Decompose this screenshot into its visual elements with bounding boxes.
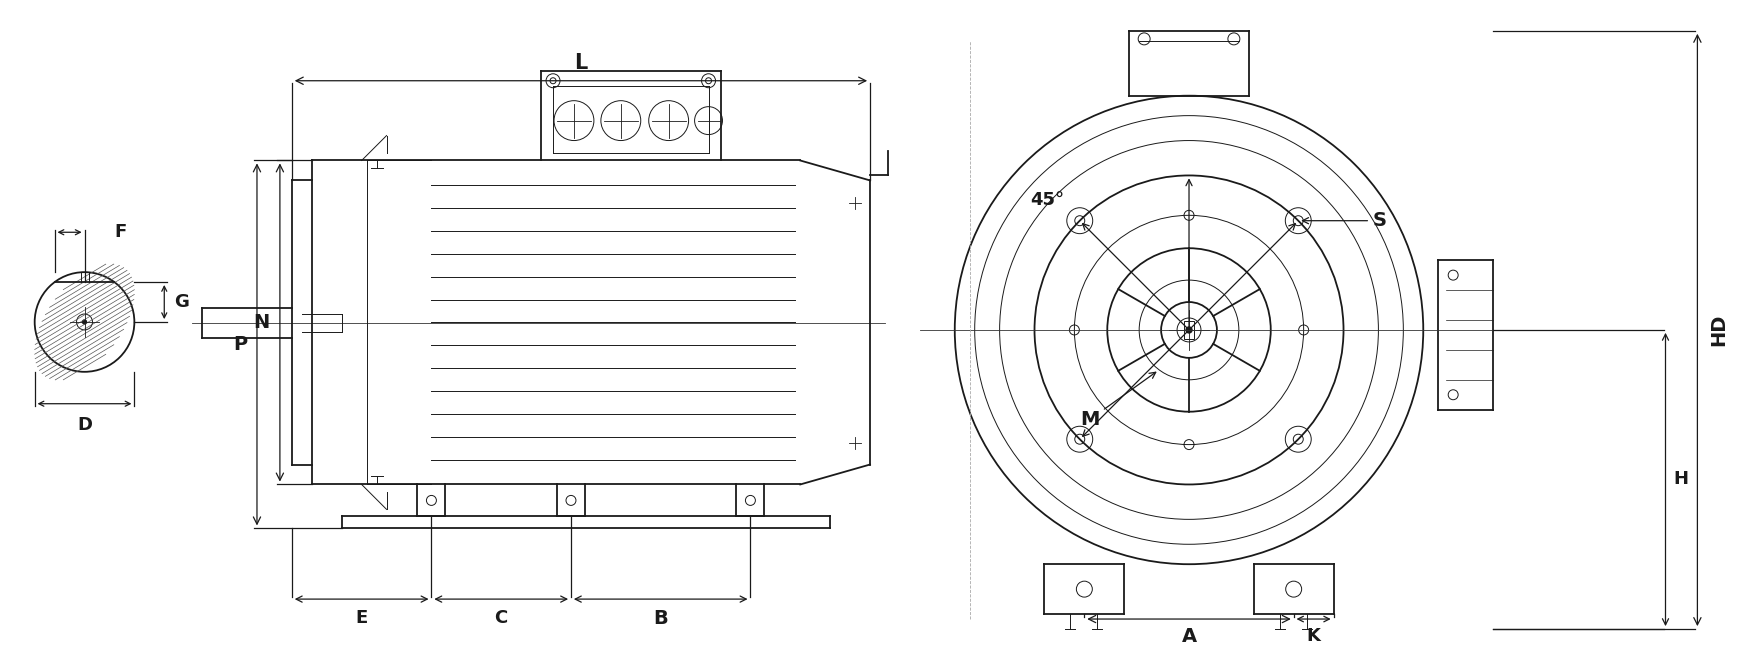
Text: K: K [1307, 627, 1321, 645]
Bar [1184, 321, 1195, 339]
Text: B: B [654, 609, 668, 628]
Text: 45°: 45° [1031, 191, 1065, 209]
Circle shape [1186, 327, 1191, 333]
Text: HD: HD [1710, 314, 1729, 346]
Text: F: F [114, 223, 127, 242]
Text: D: D [77, 416, 91, 434]
Text: P: P [234, 335, 248, 354]
Text: G: G [174, 293, 190, 311]
Text: N: N [253, 313, 271, 332]
Text: M: M [1081, 372, 1156, 429]
Text: L: L [575, 53, 587, 73]
Text: S: S [1302, 211, 1386, 230]
Text: C: C [494, 609, 508, 627]
Circle shape [83, 320, 86, 324]
Text: A: A [1181, 627, 1197, 646]
Text: E: E [355, 609, 367, 627]
Text: H: H [1673, 471, 1688, 488]
